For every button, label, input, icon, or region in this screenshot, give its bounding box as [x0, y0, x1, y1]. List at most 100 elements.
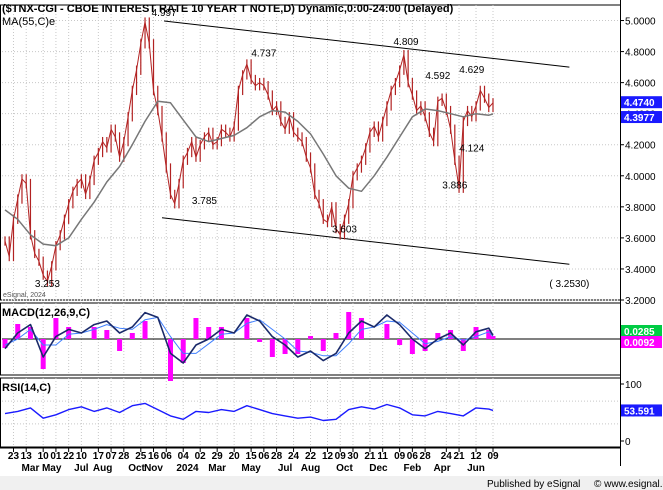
price-annotation: 4.809	[393, 37, 418, 48]
macd-histogram-bar	[15, 324, 21, 339]
x-tick-label: 06	[161, 451, 173, 462]
x-tick-label: 01	[50, 451, 62, 462]
macd-histogram-bar	[384, 324, 390, 339]
macd-badge-label: 0.0285	[624, 327, 655, 338]
price-tick-label: 4.2000	[625, 141, 656, 152]
macd-histogram-bar	[308, 336, 314, 339]
x-tick-label: 04	[178, 451, 190, 462]
x-tick-label: 06	[407, 451, 419, 462]
macd-histogram-bar	[422, 339, 428, 351]
macd-histogram-bar	[180, 339, 186, 363]
x-tick-label: 09	[487, 451, 499, 462]
macd-histogram-bar	[27, 327, 33, 339]
x-tick-label: 25	[135, 451, 147, 462]
macd-badge	[621, 336, 662, 348]
x-period-label: Oct	[336, 463, 353, 474]
macd-histogram-bar	[435, 333, 441, 339]
price-annotation: 3.886	[442, 180, 467, 191]
x-period-label: Oct	[128, 463, 145, 474]
x-tick-label: 28	[420, 451, 432, 462]
macd-histogram-bar	[448, 330, 454, 339]
price-tick-label: 4.0000	[625, 172, 656, 183]
macd-histogram-bar	[117, 339, 123, 351]
x-tick-label: 06	[258, 451, 270, 462]
x-tick-label: 22	[63, 451, 75, 462]
x-tick-label: 17	[93, 451, 105, 462]
macd-histogram-bar	[218, 327, 224, 339]
watermark: eSignal, 2024	[3, 292, 46, 299]
x-tick-label: 15	[246, 451, 258, 462]
macd-histogram-bar	[409, 339, 415, 354]
x-period-label: Nov	[144, 463, 163, 474]
x-period-label: Feb	[403, 463, 421, 474]
x-tick-label: 29	[212, 451, 224, 462]
channel-line	[164, 20, 570, 68]
x-tick-label: 20	[229, 451, 241, 462]
x-period-label: May	[42, 463, 62, 474]
footer-publisher: Published by eSignal	[487, 479, 580, 490]
price-badge	[621, 96, 662, 109]
price-annotation: 4.124	[459, 144, 484, 155]
x-tick-label: 28	[118, 451, 130, 462]
price-badge-label: 4.3977	[624, 113, 655, 124]
macd-histogram-bar	[193, 318, 199, 339]
x-tick-label: 07	[106, 451, 118, 462]
price-line	[4, 21, 494, 282]
x-tick-label: 12	[470, 451, 482, 462]
macd-histogram-bar	[358, 318, 364, 339]
x-period-label: Jul	[74, 463, 89, 474]
x-tick-label: 10	[76, 451, 88, 462]
x-period-label: Mar	[208, 463, 226, 474]
rsi-series	[4, 402, 494, 422]
x-tick-label: 12	[322, 451, 334, 462]
rsi-tick-label: 100	[625, 380, 642, 391]
macd-histogram-bar	[295, 339, 301, 354]
x-axis: 23 13 10 01 22 10 17 07 28 25 16 06 04 02 29 20 15 06 28 24…	[0, 447, 620, 474]
x-tick-label: 30	[347, 451, 359, 462]
ma-indicator-label: MA(55,C)e	[2, 16, 55, 28]
price-tick-label: 3.6000	[625, 234, 656, 245]
x-period-label: Aug	[301, 463, 320, 474]
price-annotation: 4.997	[152, 8, 177, 19]
x-tick-label: 10	[38, 451, 50, 462]
macd-line	[4, 311, 494, 364]
x-tick-label: 09	[394, 451, 406, 462]
macd-title: MACD(12,26,9,C)	[2, 307, 90, 319]
price-tick-label: 4.6000	[625, 79, 656, 90]
x-tick-label: 02	[195, 451, 207, 462]
price-tick-label: 3.2000	[625, 296, 656, 307]
macd-series	[2, 311, 496, 381]
y-axis: 5.00004.80004.60004.40004.20004.00003.80…	[620, 0, 656, 466]
rsi-grid	[0, 377, 621, 448]
x-tick-label: 16	[148, 451, 160, 462]
macd-histogram-bar	[269, 339, 275, 357]
x-tick-label: 24	[441, 451, 453, 462]
x-tick-label: 24	[288, 451, 300, 462]
price-badge-label: 4.4740	[624, 98, 655, 109]
macd-histogram-bar	[66, 327, 72, 339]
macd-histogram-bar	[104, 330, 110, 339]
price-tick-label: 4.8000	[625, 48, 656, 59]
rsi-badge-label: 53.591	[624, 406, 655, 417]
macd-histogram-bar	[129, 333, 135, 339]
price-annotation: 3.785	[192, 196, 217, 207]
price-badge	[621, 111, 662, 124]
macd-histogram-bar	[473, 327, 479, 339]
macd-histogram-bar	[397, 339, 403, 345]
macd-badge	[621, 325, 662, 337]
macd-histogram-bar	[53, 318, 59, 339]
x-tick-label: 09	[335, 451, 347, 462]
rsi-badge	[621, 404, 662, 417]
macd-histogram-bar	[167, 339, 173, 381]
price-series	[4, 17, 494, 287]
ma-line	[4, 100, 494, 247]
x-tick-label: 28	[271, 451, 283, 462]
x-tick-label: 13	[21, 451, 33, 462]
chart-title: ($TNX-CGI - CBOE INTEREST RATE 10 YEAR T…	[2, 3, 454, 15]
rsi-line	[4, 402, 494, 422]
x-period-label: Jun	[467, 463, 485, 474]
x-period-label: May	[241, 463, 261, 474]
macd-badge-label: 0.0092	[624, 338, 655, 349]
x-tick-label: 22	[305, 451, 317, 462]
